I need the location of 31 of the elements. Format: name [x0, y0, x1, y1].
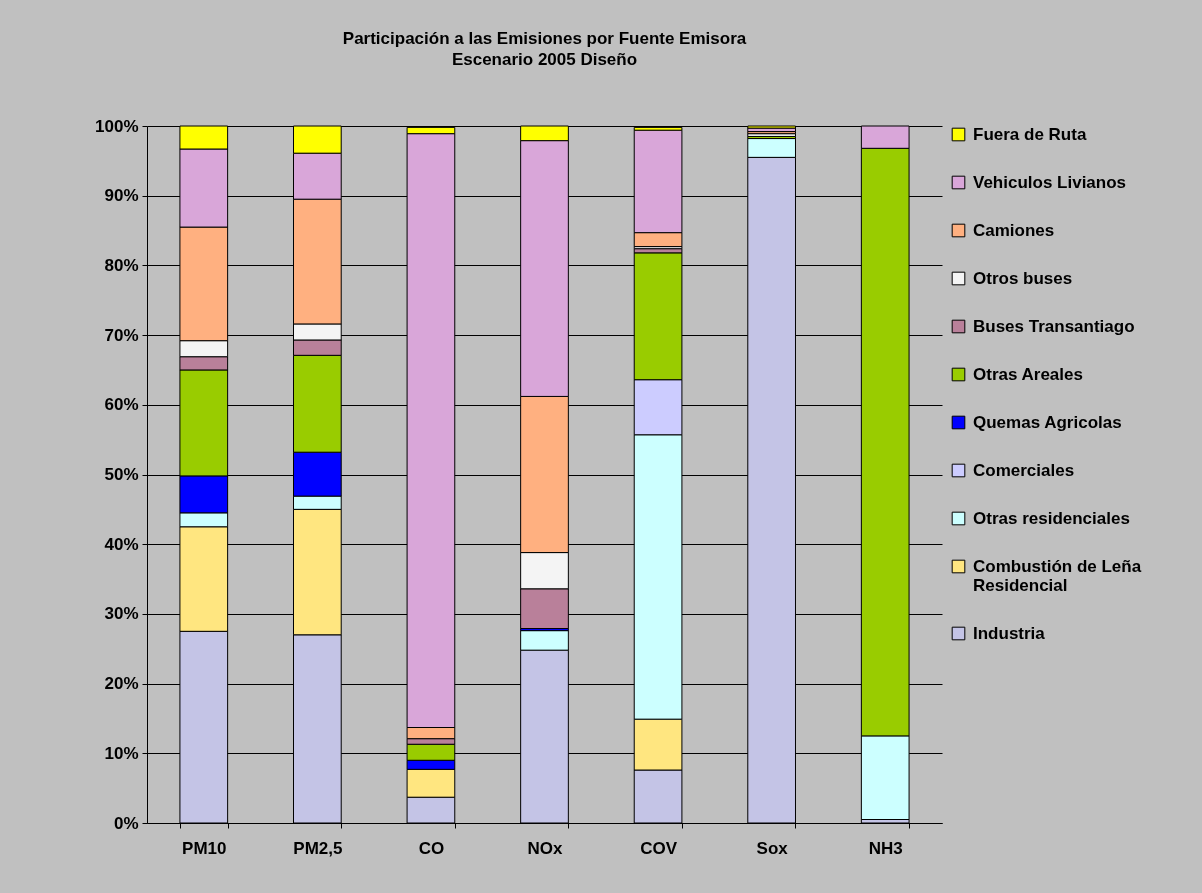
legend-label: Comerciales	[973, 460, 1075, 480]
legend-label: Camiones	[973, 220, 1055, 240]
legend-label: Vehiculos Livianos	[973, 172, 1127, 192]
y-tick-label: 0%	[113, 813, 139, 833]
legend-label: Otros buses	[973, 268, 1073, 288]
y-tick-label: 30%	[104, 604, 139, 624]
legend-label: Industria	[973, 623, 1046, 643]
y-tick-label: 40%	[104, 534, 139, 554]
legend-label: Fuera de Ruta	[973, 124, 1087, 144]
legend-label: Otras residenciales	[973, 508, 1130, 528]
x-tick-label: PM10	[182, 838, 227, 858]
legend-label: Combustión de Leña Residencial	[973, 556, 1142, 595]
y-tick-label: 90%	[104, 186, 139, 206]
y-tick-label: 70%	[104, 325, 139, 345]
x-tick-label: COV	[640, 838, 678, 858]
x-tick-label: CO	[418, 838, 445, 858]
legend-label: Otras Areales	[973, 364, 1083, 384]
y-tick-label: 10%	[104, 743, 139, 763]
x-tick-label: Sox	[756, 838, 789, 858]
chart-subtitle: Escenario 2005 Diseño	[451, 50, 638, 69]
y-tick-label: 50%	[104, 465, 139, 484]
legend-label: Buses Transantiago	[973, 316, 1135, 336]
x-tick-label: PM2,5	[293, 838, 343, 858]
y-tick-label: 20%	[104, 674, 139, 694]
y-tick-label: 80%	[104, 255, 139, 275]
y-tick-label: 100%	[95, 116, 139, 136]
x-tick-label: NH3	[868, 838, 903, 858]
chart-title: Participación a las Emisiones por Fuente Emisora	[342, 29, 747, 48]
x-tick-label: NOx	[527, 838, 564, 858]
y-tick-label: 60%	[104, 395, 139, 415]
legend-label: Quemas Agricolas	[973, 412, 1122, 432]
